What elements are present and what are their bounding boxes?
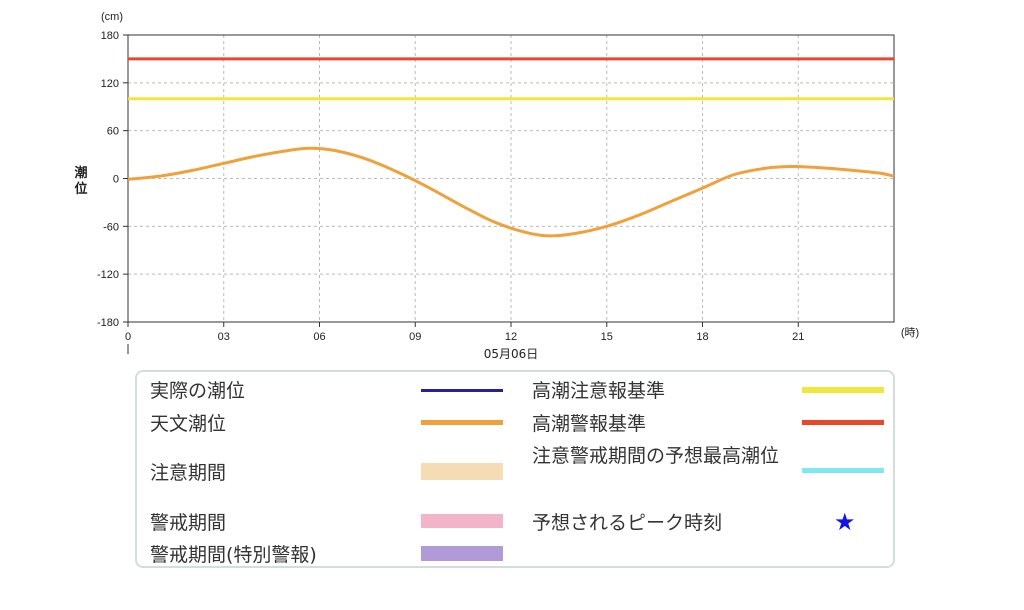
x-tick-label: 0 <box>125 331 131 343</box>
legend-label-warning-standard: 高潮警報基準 <box>532 413 647 435</box>
star-icon: ★ <box>834 508 856 536</box>
y-tick-label: 0 <box>113 174 119 186</box>
x-tick-label: 06 <box>313 331 325 343</box>
x-tick-label: 15 <box>601 331 613 343</box>
legend-swatch-warning-standard <box>802 420 884 425</box>
legend: 実際の潮位 天文潮位 注意期間 警戒期間 警戒期間(特別警報) 高潮注意報基準 … <box>135 370 895 568</box>
legend-label-actual: 実際の潮位 <box>150 380 246 402</box>
y-tick-label: -180 <box>97 317 119 329</box>
x-tick-label: 18 <box>696 331 708 343</box>
legend-swatch-actual <box>421 389 503 392</box>
legend-swatch-caution-standard <box>802 387 884 393</box>
legend-label-caution-standard: 高潮注意報基準 <box>532 380 666 402</box>
y-tick-label: 180 <box>101 30 119 42</box>
x-tick-label: 09 <box>409 331 421 343</box>
y-unit-label: (cm) <box>101 11 123 23</box>
date-label: 05月06日 <box>484 347 539 361</box>
y-axis-label: 位 <box>74 181 87 197</box>
y-tick-label: 120 <box>101 78 119 90</box>
x-tick-label: 12 <box>505 331 517 343</box>
legend-label-peak-time: 予想されるピーク時刻 <box>532 512 723 534</box>
series-line-astronomical-tide <box>127 146 895 238</box>
legend-label-warning-period: 警戒期間 <box>150 512 227 534</box>
legend-swatch-warning-period <box>421 514 503 528</box>
y-axis-label: 潮 <box>74 165 87 181</box>
legend-swatch-special-warning-period <box>421 546 503 561</box>
legend-label-caution-period: 注意期間 <box>150 462 227 484</box>
legend-swatch-astronomical <box>421 420 503 425</box>
legend-swatch-caution-period <box>421 463 503 480</box>
y-tick-label: -60 <box>103 221 119 233</box>
x-tick-label: 21 <box>792 331 804 343</box>
x-unit-label: (時) <box>901 326 919 339</box>
legend-label-predicted-max: 注意警戒期間の予想最高潮位 <box>532 445 780 467</box>
y-tick-label: 60 <box>107 126 119 138</box>
x-tick-label: 03 <box>218 331 230 343</box>
legend-label-special-warning-period: 警戒期間(特別警報) <box>150 544 317 566</box>
y-tick-label: -120 <box>97 269 119 281</box>
legend-label-astronomical: 天文潮位 <box>150 413 227 435</box>
legend-swatch-predicted-max <box>802 468 884 473</box>
tide-chart: 180 120 60 0 -60 -120 -180 0 03 06 09 12 15 18 21 (cm) (… <box>74 11 919 361</box>
